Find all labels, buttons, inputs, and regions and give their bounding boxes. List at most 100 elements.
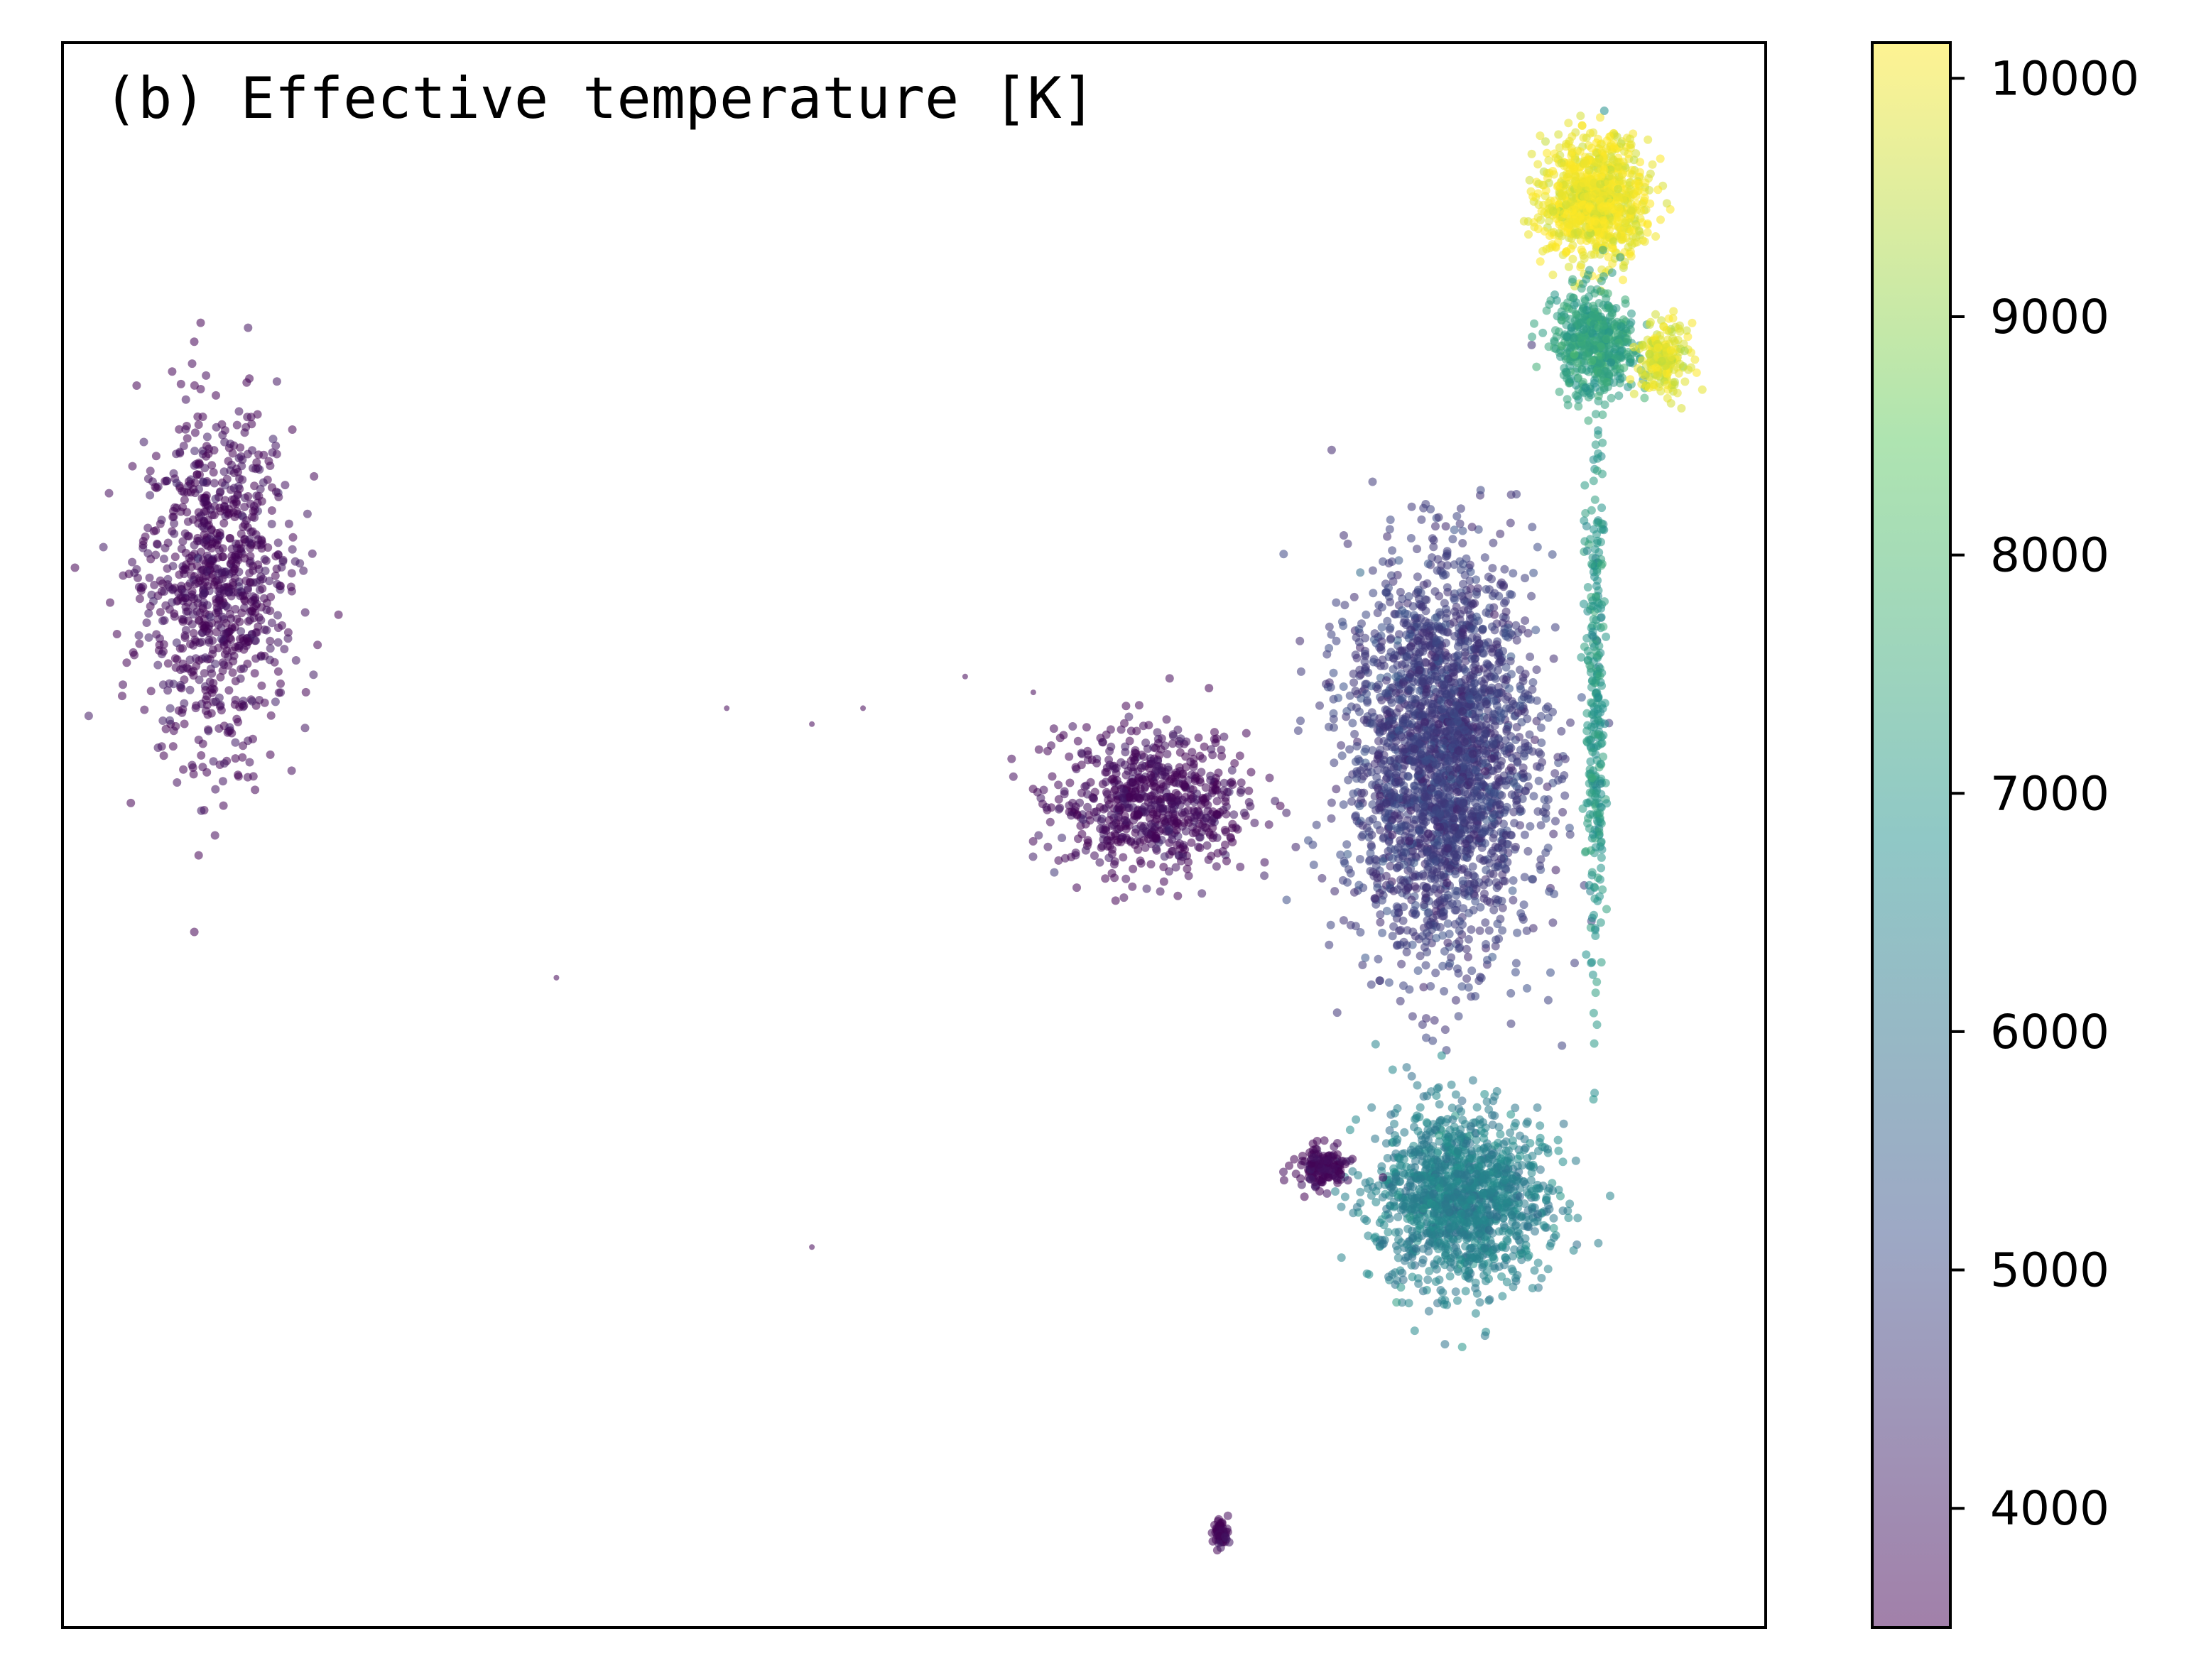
scatter-point — [1447, 1080, 1456, 1089]
scatter-point — [1413, 545, 1421, 554]
scatter-point — [237, 609, 246, 618]
scatter-point — [1163, 750, 1172, 758]
scatter-point — [1221, 797, 1230, 806]
scatter-point — [1431, 969, 1440, 978]
scatter-point — [1499, 582, 1508, 591]
scatter-point — [1121, 824, 1131, 834]
scatter-point — [1394, 908, 1403, 917]
scatter-point — [1543, 844, 1553, 853]
scatter-point — [1359, 715, 1369, 724]
scatter-point — [1536, 711, 1545, 721]
scatter-point — [1470, 786, 1479, 795]
scatter-point — [246, 528, 256, 537]
scatter-point — [1097, 817, 1106, 826]
scatter-point — [1553, 753, 1563, 762]
scatter-point — [1375, 976, 1384, 985]
scatter-point — [1510, 819, 1519, 828]
scatter-point — [1423, 848, 1432, 857]
scatter-point — [1449, 662, 1458, 672]
scatter-point — [1105, 746, 1114, 756]
scatter-point — [1377, 603, 1386, 612]
scatter-point — [1362, 610, 1371, 619]
scatter-point — [1558, 807, 1568, 817]
scatter-point — [272, 449, 281, 459]
scatter-point — [273, 538, 283, 547]
scatter-point — [1478, 828, 1487, 837]
scatter-point — [1543, 1265, 1553, 1274]
scatter-point — [228, 668, 237, 677]
scatter-point — [130, 568, 139, 577]
scatter-point — [1325, 622, 1334, 631]
scatter-point — [1133, 836, 1142, 846]
scatter-point — [1332, 598, 1341, 607]
scatter-point — [172, 449, 181, 459]
scatter-point — [1472, 802, 1482, 812]
scatter-point — [1496, 708, 1505, 717]
scatter-point — [190, 478, 200, 487]
scatter-point — [1491, 789, 1499, 798]
scatter-point — [1356, 568, 1365, 577]
scatter-point — [273, 623, 283, 633]
scatter-point — [224, 510, 233, 519]
scatter-point — [155, 640, 164, 650]
scatter-point — [1398, 747, 1408, 756]
scatter-point — [146, 687, 156, 696]
scatter-point — [1379, 557, 1387, 566]
scatter-point — [179, 442, 188, 450]
scatter-point — [1481, 767, 1490, 776]
scatter-point — [1079, 815, 1088, 824]
scatter-point — [1326, 683, 1335, 692]
scatter-point — [1506, 490, 1516, 499]
scatter-point — [1212, 734, 1221, 743]
scatter-point — [257, 535, 266, 545]
scatter-point — [1461, 1287, 1470, 1296]
scatter-point — [135, 639, 144, 648]
scatter-point — [1541, 704, 1550, 714]
scatter-point — [1507, 590, 1516, 599]
scatter-point — [1521, 616, 1530, 625]
scatter-point — [168, 367, 177, 376]
scatter-point — [1352, 703, 1361, 712]
scatter-point — [1131, 749, 1141, 758]
scatter-point — [234, 407, 244, 416]
scatter-point — [1421, 732, 1430, 741]
scatter-point — [180, 588, 189, 597]
scatter-point — [1443, 844, 1452, 853]
scatter-point — [256, 484, 265, 493]
scatter-point — [1244, 786, 1254, 795]
scatter-point — [178, 708, 187, 717]
scatter-point — [255, 696, 264, 704]
scatter-point — [1506, 629, 1515, 638]
scatter-point — [1337, 751, 1347, 760]
scatter-point — [1447, 775, 1456, 784]
scatter-point — [1236, 862, 1245, 871]
scatter-point — [1467, 925, 1476, 934]
scatter-point — [1146, 770, 1156, 780]
scatter-point — [1493, 920, 1502, 929]
scatter-point — [190, 337, 199, 347]
scatter-point — [1521, 574, 1529, 583]
scatter-point — [1452, 787, 1462, 797]
scatter-point — [1476, 902, 1485, 912]
scatter-point — [181, 603, 190, 611]
scatter-point — [1380, 766, 1389, 775]
scatter-point — [1419, 872, 1428, 880]
scatter-point — [210, 580, 219, 589]
scatter-point — [1433, 675, 1442, 684]
scatter-point — [1454, 650, 1463, 659]
scatter-point — [1385, 525, 1394, 534]
scatter-point — [1440, 1296, 1450, 1305]
scatter-point — [1049, 724, 1058, 733]
scatter-point — [1339, 916, 1348, 925]
scatter-point — [1197, 768, 1206, 777]
scatter-point — [1507, 831, 1516, 840]
scatter-point — [267, 506, 276, 515]
scatter-point — [1378, 928, 1387, 937]
scatter-point — [1451, 996, 1460, 1005]
scatter-point — [251, 628, 261, 637]
scatter-point — [205, 638, 214, 647]
scatter-point — [1055, 733, 1065, 743]
scatter-point — [226, 534, 234, 543]
scatter-point — [1516, 702, 1525, 711]
scatter-point — [1117, 833, 1126, 842]
